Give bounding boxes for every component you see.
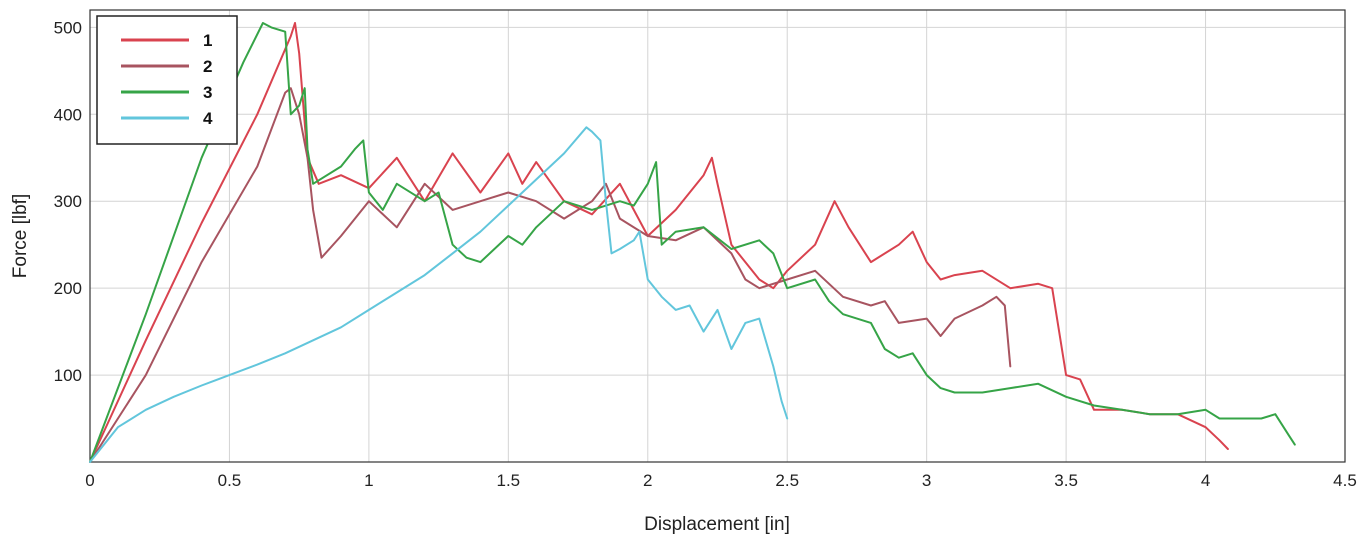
y-tick-label: 300 xyxy=(54,192,82,211)
grid-lines xyxy=(90,10,1345,462)
legend-box xyxy=(96,15,238,145)
x-tick-label: 3.5 xyxy=(1054,471,1078,490)
y-axis-label: Force [lbf] xyxy=(10,194,31,278)
legend-label: 2 xyxy=(203,57,212,76)
y-tick-label: 200 xyxy=(54,279,82,298)
x-tick-label: 1 xyxy=(364,471,373,490)
y-tick-label: 400 xyxy=(54,105,82,124)
series-lines xyxy=(89,22,1296,463)
series-line-2 xyxy=(89,87,1012,463)
series-line-1 xyxy=(89,22,1229,463)
y-tick-label: 100 xyxy=(54,366,82,385)
x-tick-label: 4.5 xyxy=(1333,471,1357,490)
x-tick-label: 4 xyxy=(1201,471,1210,490)
x-tick-label: 0.5 xyxy=(218,471,242,490)
legend-label: 4 xyxy=(203,109,213,128)
x-axis-label: Displacement [in] xyxy=(644,514,790,535)
series-line-3 xyxy=(89,22,1296,463)
x-tick-label: 1.5 xyxy=(497,471,521,490)
legend-label: 3 xyxy=(203,83,212,102)
x-tick-label: 3 xyxy=(922,471,931,490)
x-tick-label: 2.5 xyxy=(775,471,799,490)
x-tick-label: 0 xyxy=(85,471,94,490)
legend: 1 2 3 4 xyxy=(96,15,238,145)
plot-frame xyxy=(89,9,1346,463)
x-tick-label: 2 xyxy=(643,471,652,490)
tick-labels: 0 0.5 1 1.5 2 2.5 3 3.5 4 4.5 100 200 300 400 500 xyxy=(54,18,1357,490)
y-tick-label: 500 xyxy=(54,18,82,37)
series-line-4 xyxy=(89,126,789,463)
legend-label: 1 xyxy=(203,31,212,50)
